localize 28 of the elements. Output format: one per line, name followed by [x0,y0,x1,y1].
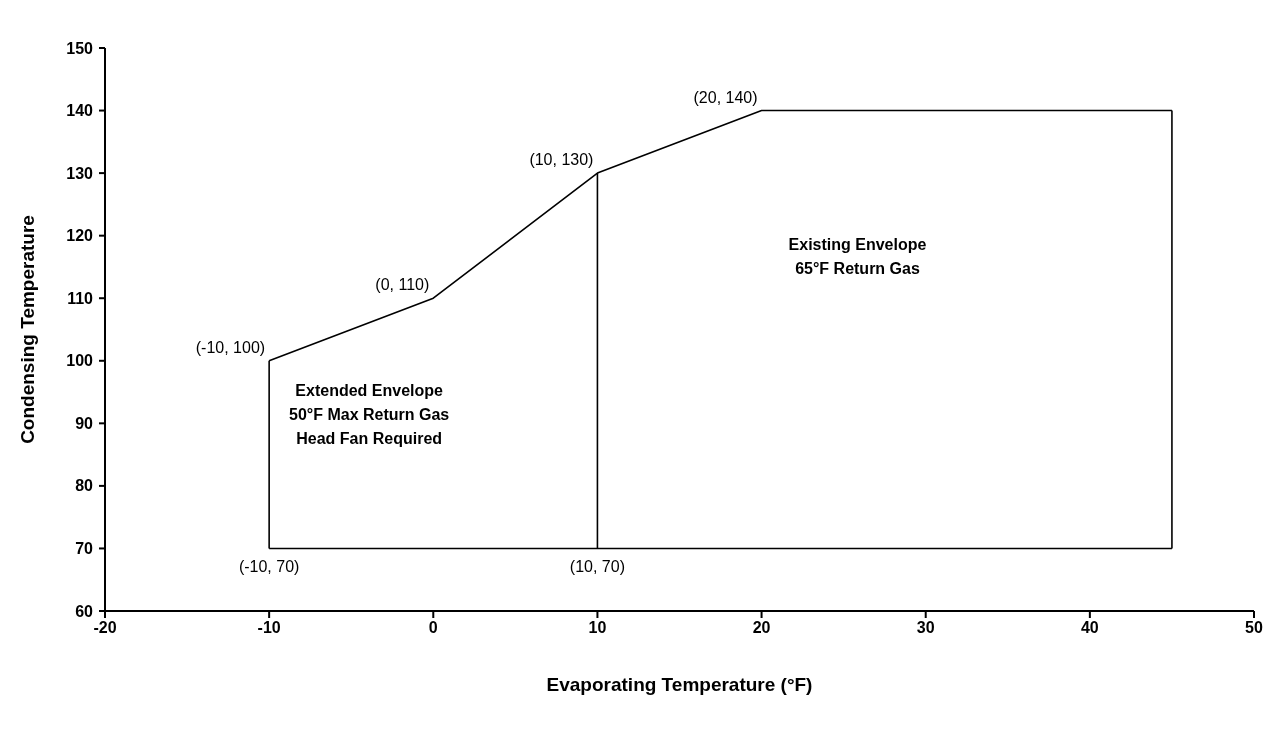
x-tick-label: -10 [257,619,281,636]
x-tick-label: 40 [1080,619,1099,636]
x-tick-label: 30 [916,619,935,636]
annotation: (0, 110) [375,276,430,294]
x-tick-label: 20 [752,619,771,636]
x-tick-label: -20 [93,619,117,636]
annotation: (-10, 70) [238,558,300,576]
y-tick-label: 150 [66,39,94,57]
y-tick-label: 100 [66,352,94,370]
x-axis-title: Evaporating Temperature (°F) [546,674,813,695]
y-tick-label: 140 [66,102,94,120]
annotation: (20, 140) [693,88,758,106]
y-tick-label: 130 [66,164,94,182]
x-tick-label: 10 [588,619,607,636]
annotation: (-10, 100) [195,338,266,356]
annotation: (10, 130) [529,151,594,169]
x-tick-label: 50 [1245,619,1263,636]
annotation: (10, 70) [569,558,625,576]
annotation: Existing Envelope 65°F Return Gas [788,235,927,277]
y-tick-label: 110 [67,289,94,307]
y-axis-title: Condensing Temperature [17,215,38,444]
annotation: Extended Envelope 50°F Max Return Gas Head Fan Required [289,381,450,447]
y-tick-label: 80 [75,477,94,495]
y-tick-label: 60 [75,602,94,620]
x-tick-label: 0 [428,619,438,636]
y-tick-label: 70 [75,540,94,558]
y-tick-label: 90 [75,414,94,432]
y-tick-label: 120 [66,227,94,245]
